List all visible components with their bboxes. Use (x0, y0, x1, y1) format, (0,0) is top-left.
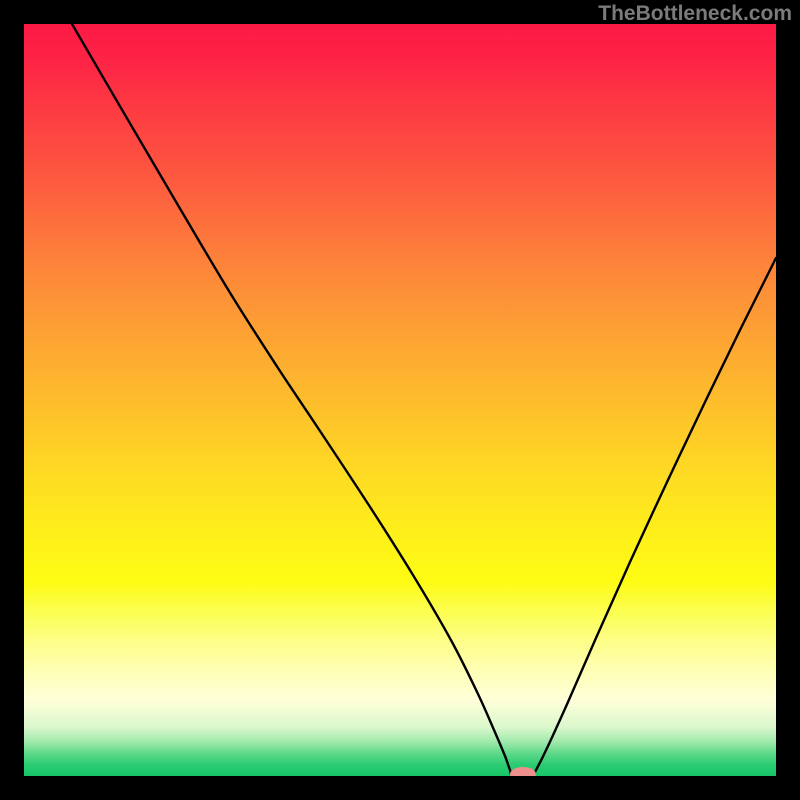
bottleneck-chart (0, 0, 800, 800)
chart-container: TheBottleneck.com (0, 0, 800, 800)
attribution-label: TheBottleneck.com (598, 2, 792, 26)
